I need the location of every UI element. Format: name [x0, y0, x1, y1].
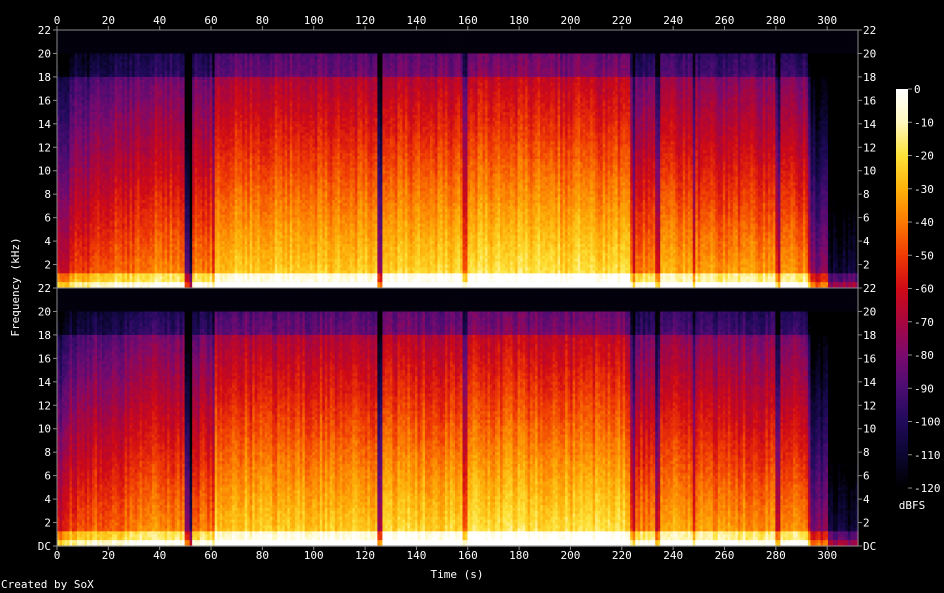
spectrogram-panels	[57, 30, 859, 547]
channel-1-spectrogram	[57, 30, 859, 289]
